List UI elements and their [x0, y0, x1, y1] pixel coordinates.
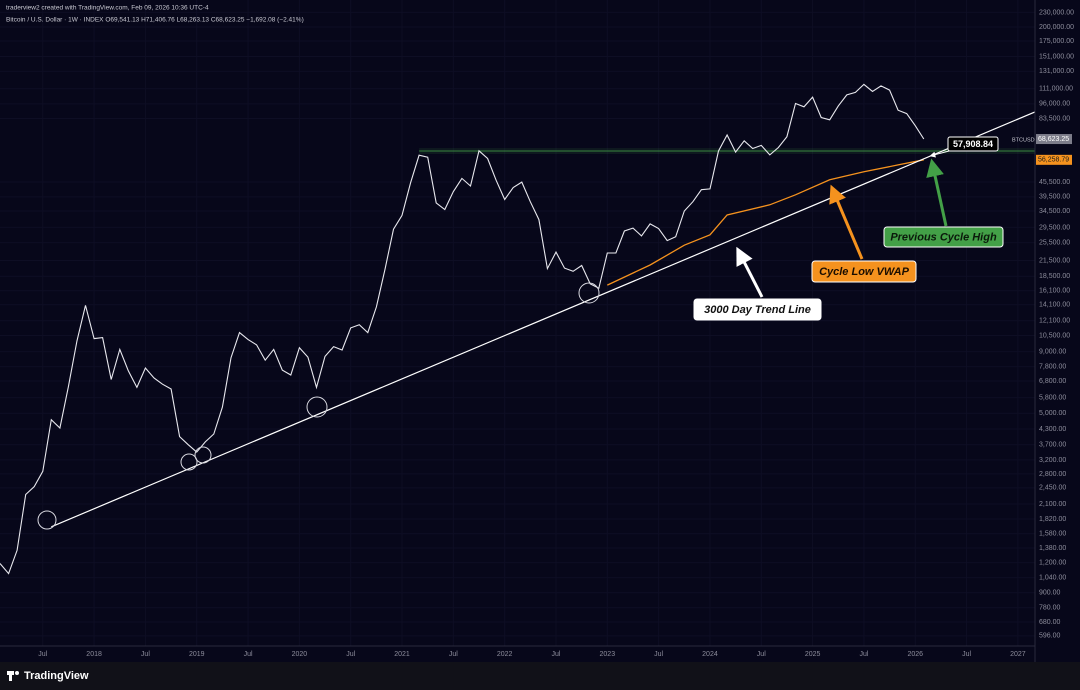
- vwap-label: 56,258.79: [1038, 157, 1069, 164]
- x-tick-label: 2020: [292, 651, 308, 658]
- y-tick-label: 111,000.00: [1039, 86, 1073, 93]
- callout-label: 3000 Day Trend Line: [704, 304, 811, 316]
- x-tick-label: 2024: [702, 651, 718, 658]
- callouts: 57,908.84 Previous Cycle High Cycle Low VW…: [693, 136, 1004, 321]
- price-label: 68,623.25: [1038, 136, 1069, 143]
- x-tick-label: Jul: [449, 651, 458, 658]
- y-tick-label: 3,200.00: [1039, 457, 1066, 464]
- y-tick-label: 680.00: [1039, 619, 1061, 626]
- x-tick-label: Jul: [654, 651, 663, 658]
- y-tick-label: 5,000.00: [1039, 410, 1066, 417]
- vwap-line: [607, 159, 924, 286]
- touch-circle: [180, 453, 198, 471]
- x-tick-label: 2018: [86, 651, 102, 658]
- logo-shape: [15, 671, 19, 675]
- callout-value: 57,908.84: [953, 139, 993, 149]
- y-tick-label: 2,800.00: [1039, 471, 1066, 478]
- y-tick-label: 12,100.00: [1039, 318, 1070, 325]
- x-tick-label: 2027: [1010, 651, 1026, 658]
- axes: 230,000.00 200,000.00 175,000.00 151,000.00…: [38, 9, 1074, 658]
- y-tick-label: 96,000.00: [1039, 101, 1070, 108]
- y-tick-label: 200,000.00: [1039, 24, 1074, 31]
- x-tick-label: 2022: [497, 651, 513, 658]
- y-tick-label: 39,500.00: [1039, 194, 1070, 201]
- touch-circle: [306, 396, 328, 418]
- y-tick-label: 29,500.00: [1039, 224, 1070, 231]
- y-tick-label: 34,500.00: [1039, 208, 1070, 215]
- x-tick-label: 2021: [394, 651, 410, 658]
- footer: [0, 662, 1080, 690]
- y-tick-label: 151,000.00: [1039, 53, 1074, 60]
- y-tick-label: 1,040.00: [1039, 574, 1066, 581]
- x-tick-label: Jul: [346, 651, 355, 658]
- x-tick-label: Jul: [859, 651, 868, 658]
- y-tick-label: 21,500.00: [1039, 257, 1070, 264]
- callout-label: Previous Cycle High: [890, 231, 997, 243]
- x-tick-label: 2025: [805, 651, 821, 658]
- trend-line: [51, 111, 1036, 528]
- y-tick-label: 18,500.00: [1039, 273, 1070, 280]
- price-line: [0, 83, 925, 575]
- x-tick-label: Jul: [962, 651, 971, 658]
- touch-circles: [37, 282, 600, 530]
- logo-shape: [9, 671, 12, 681]
- y-tick-label: 2,100.00: [1039, 501, 1066, 508]
- x-tick-label: Jul: [38, 651, 47, 658]
- y-tick-label: 131,000.00: [1039, 68, 1074, 75]
- y-tick-label: 83,500.00: [1039, 115, 1070, 122]
- callout-arrow: [829, 184, 864, 260]
- plot-area: [0, 83, 1036, 575]
- x-tick-label: Jul: [244, 651, 253, 658]
- symbol-label: BTCUSD: [1012, 137, 1035, 143]
- y-tick-label: 900.00: [1039, 590, 1061, 597]
- price-label-box: [1036, 134, 1072, 145]
- y-tick-label: 230,000.00: [1039, 9, 1074, 16]
- y-tick-label: 45,500.00: [1039, 179, 1070, 186]
- touch-circle: [578, 282, 600, 304]
- y-tick-label: 14,100.00: [1039, 302, 1070, 309]
- credit: traderview2 created with TradingView.com…: [6, 5, 209, 12]
- callout-arrow: [736, 246, 764, 298]
- x-tick-label: Jul: [141, 651, 150, 658]
- callout-box: [883, 226, 1004, 248]
- y-tick-label: 780.00: [1039, 605, 1061, 612]
- logo-mark: [7, 671, 19, 681]
- logo: TradingView: [24, 670, 89, 682]
- y-tick-label: 16,100.00: [1039, 288, 1070, 295]
- y-tick-label: 596.00: [1039, 633, 1061, 640]
- y-tick-label: 7,800.00: [1039, 364, 1066, 371]
- symbol-line: Bitcoin / U.S. Dollar · 1W · INDEX O69,5…: [6, 17, 304, 24]
- x-tick-label: 2026: [907, 651, 923, 658]
- y-tick-label: 1,380.00: [1039, 545, 1066, 552]
- callout-arrow: [926, 158, 948, 227]
- y-tick-label: 3,700.00: [1039, 442, 1066, 449]
- y-tick-label: 1,580.00: [1039, 531, 1066, 538]
- touch-circle: [37, 510, 57, 530]
- y-tick-label: 6,800.00: [1039, 378, 1066, 385]
- y-tick-label: 9,000.00: [1039, 349, 1066, 356]
- callout-box: [947, 136, 999, 152]
- x-tick-label: 2023: [600, 651, 616, 658]
- y-tick-label: 1,820.00: [1039, 516, 1066, 523]
- y-tick-label: 25,500.00: [1039, 240, 1070, 247]
- y-tick-label: 1,200.00: [1039, 559, 1066, 566]
- grid: [0, 0, 1035, 646]
- x-tick-label: 2019: [189, 651, 205, 658]
- callout-box: [811, 260, 917, 283]
- y-tick-label: 5,800.00: [1039, 395, 1066, 402]
- y-tick-label: 4,300.00: [1039, 426, 1066, 433]
- y-tick-label: 10,500.00: [1039, 332, 1070, 339]
- y-tick-label: 2,450.00: [1039, 485, 1066, 492]
- x-tick-label: Jul: [552, 651, 561, 658]
- callout-box: [693, 298, 822, 321]
- x-tick-label: Jul: [757, 651, 766, 658]
- callout-label: Cycle Low VWAP: [819, 266, 910, 278]
- touch-circle: [194, 446, 212, 464]
- vwap-label-box: [1036, 154, 1072, 165]
- y-tick-label: 175,000.00: [1039, 38, 1074, 45]
